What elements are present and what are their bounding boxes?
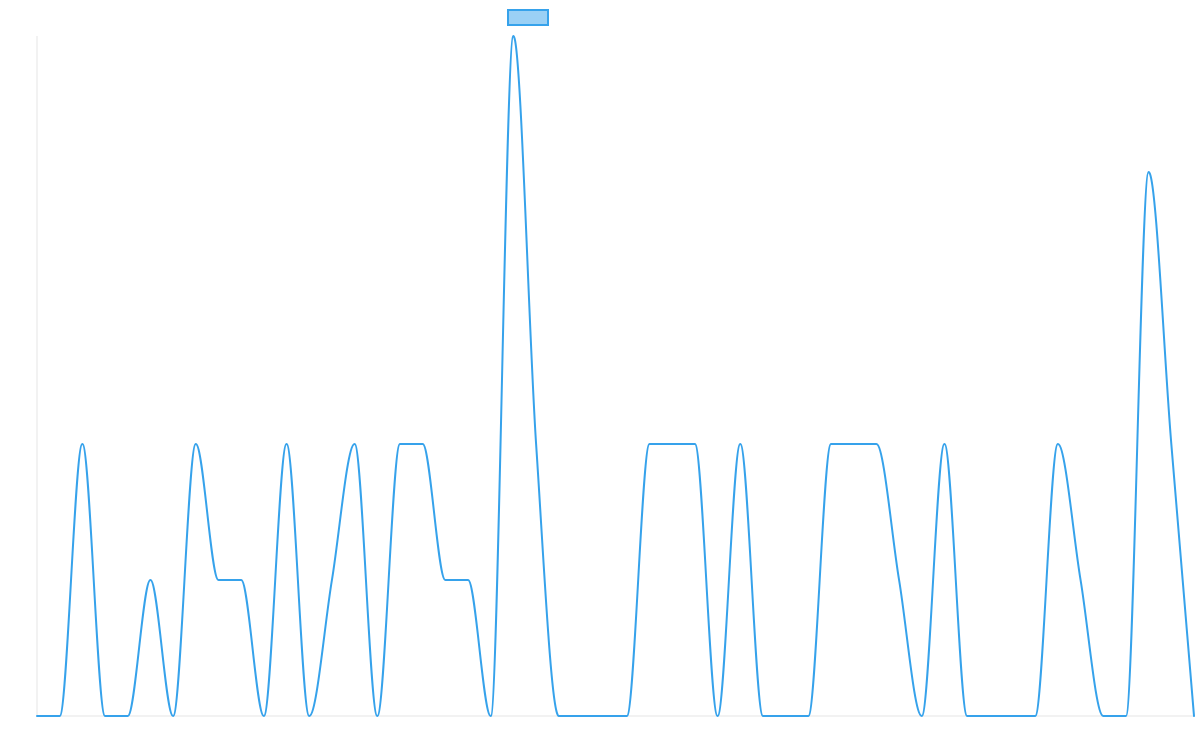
data-point-21[interactable] [510,33,516,39]
data-point-15[interactable] [374,713,380,719]
data-point-32[interactable] [760,713,766,719]
data-point-0[interactable] [34,713,40,719]
data-point-45[interactable] [1055,441,1061,447]
data-point-17[interactable] [420,441,426,447]
data-point-5[interactable] [147,577,153,583]
legend[interactable] [507,9,549,26]
data-point-33[interactable] [783,713,789,719]
data-point-25[interactable] [601,713,607,719]
data-point-41[interactable] [964,713,970,719]
data-point-4[interactable] [125,713,131,719]
data-point-3[interactable] [102,713,108,719]
data-point-14[interactable] [352,441,358,447]
data-point-8[interactable] [215,577,221,583]
data-point-9[interactable] [238,577,244,583]
data-point-24[interactable] [578,713,584,719]
data-point-51[interactable] [1191,713,1197,719]
data-point-28[interactable] [669,441,675,447]
data-point-29[interactable] [692,441,698,447]
data-point-49[interactable] [1146,169,1152,175]
data-point-31[interactable] [737,441,743,447]
data-point-11[interactable] [284,441,290,447]
data-point-2[interactable] [79,441,85,447]
legend-swatch[interactable] [507,9,549,26]
data-point-20[interactable] [488,713,494,719]
data-point-7[interactable] [193,441,199,447]
data-point-13[interactable] [329,577,335,583]
data-point-26[interactable] [624,713,630,719]
data-point-16[interactable] [397,441,403,447]
data-point-12[interactable] [306,713,312,719]
data-point-6[interactable] [170,713,176,719]
data-point-40[interactable] [941,441,947,447]
data-point-36[interactable] [851,441,857,447]
points-layer [34,33,1197,719]
data-point-48[interactable] [1123,713,1129,719]
data-point-38[interactable] [896,577,902,583]
data-point-34[interactable] [805,713,811,719]
data-point-22[interactable] [533,441,539,447]
data-point-1[interactable] [57,713,63,719]
data-point-27[interactable] [647,441,653,447]
data-point-44[interactable] [1032,713,1038,719]
data-point-46[interactable] [1078,577,1084,583]
data-point-43[interactable] [1010,713,1016,719]
series-layer [36,35,1195,717]
data-point-37[interactable] [873,441,879,447]
data-point-18[interactable] [442,577,448,583]
data-point-50[interactable] [1168,441,1174,447]
data-point-10[interactable] [261,713,267,719]
data-point-42[interactable] [987,713,993,719]
data-point-47[interactable] [1100,713,1106,719]
data-point-35[interactable] [828,441,834,447]
data-point-39[interactable] [919,713,925,719]
data-point-19[interactable] [465,577,471,583]
data-point-23[interactable] [556,713,562,719]
series-line[interactable] [36,35,1195,717]
data-point-30[interactable] [715,713,721,719]
